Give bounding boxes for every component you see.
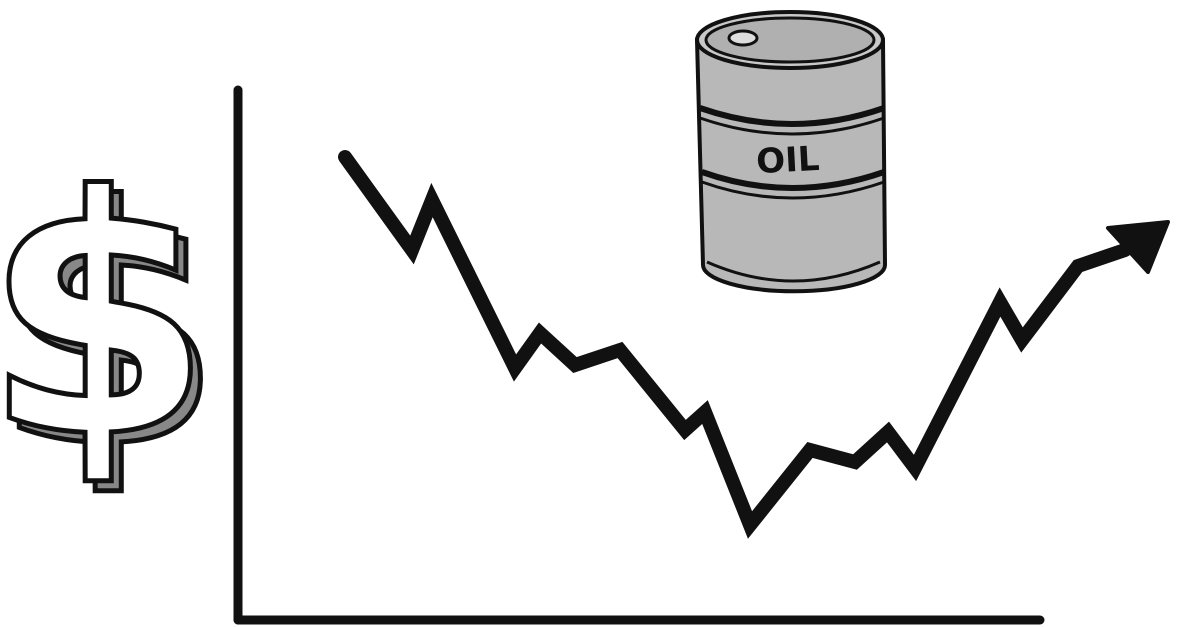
dollar-sign: $ bbox=[0, 126, 213, 510]
trend-line bbox=[338, 150, 1132, 539]
barrel-band bbox=[699, 116, 885, 136]
barrel-band bbox=[701, 180, 885, 200]
barrel-band bbox=[699, 105, 885, 127]
oil-barrel bbox=[694, 10, 888, 294]
barrel-cap bbox=[727, 29, 759, 47]
axes bbox=[233, 85, 1045, 625]
barrel-body bbox=[694, 38, 888, 294]
barrel-band bbox=[700, 169, 885, 191]
barrel-rim bbox=[706, 260, 881, 283]
barrel-label: OIL bbox=[755, 139, 820, 182]
arrow-head bbox=[1106, 220, 1170, 274]
dollar-shadow: $ bbox=[0, 136, 223, 520]
barrel-lid bbox=[704, 16, 876, 64]
